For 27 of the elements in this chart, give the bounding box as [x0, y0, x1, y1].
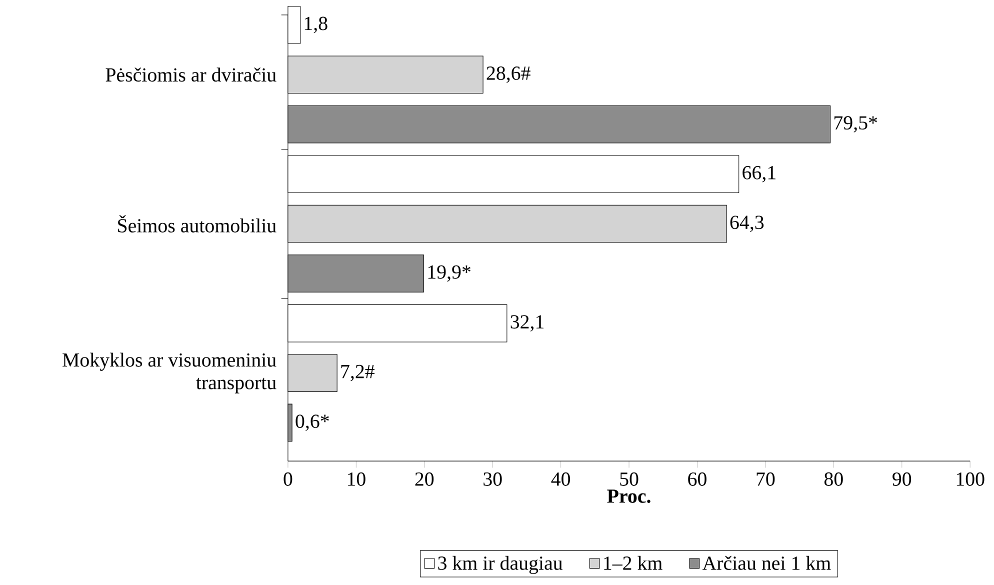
x-tick-label: 80: [824, 472, 843, 486]
x-tick-label: 10: [348, 472, 366, 486]
x-tick-label: 0: [284, 472, 292, 486]
x-tick-label: 40: [551, 472, 570, 486]
data-label: 7,2#: [341, 365, 374, 382]
y-tick-label: Mokyklos ar visuomeniniu transportu: [62, 352, 276, 394]
y-tick-label: Šeimos automobiliu: [118, 215, 276, 233]
data-label: 28,6#: [486, 66, 530, 83]
data-label: 79,5*: [834, 116, 878, 133]
legend-label: Arčiau nei 1 km: [702, 556, 831, 570]
x-tick-label: 60: [688, 472, 706, 486]
x-axis-title: Proc.: [607, 490, 650, 504]
data-label: 64,3: [730, 216, 764, 232]
x-tick-label: 20: [415, 472, 434, 486]
y-tick-label: Pėsčiomis ar dviračiu: [106, 68, 276, 82]
x-tick-label: 90: [892, 472, 912, 486]
x-tick-label: 70: [756, 472, 775, 486]
data-label: 1,8: [304, 17, 328, 34]
x-tick-label: 30: [484, 472, 502, 486]
data-label: 19,9*: [428, 266, 470, 282]
legend-label: 1–2 km: [604, 556, 662, 570]
data-label: 66,1: [742, 166, 776, 182]
legend-label: 3 km ir daugiau: [438, 556, 562, 574]
data-label: 0,6*: [296, 414, 329, 432]
x-tick-label: 100: [956, 472, 984, 486]
data-label: 32,1: [510, 315, 544, 332]
x-tick-label: 50: [620, 472, 638, 486]
